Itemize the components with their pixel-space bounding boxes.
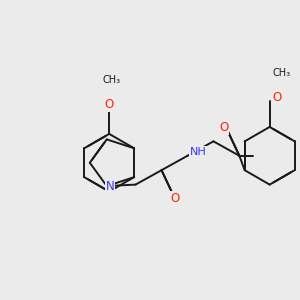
Text: O: O: [273, 92, 282, 104]
Text: O: O: [105, 98, 114, 111]
Text: O: O: [170, 192, 180, 205]
Text: CH₃: CH₃: [102, 75, 120, 85]
Text: N: N: [106, 179, 114, 193]
Text: NH: NH: [190, 147, 206, 157]
Text: O: O: [219, 121, 228, 134]
Text: CH₃: CH₃: [273, 68, 291, 78]
